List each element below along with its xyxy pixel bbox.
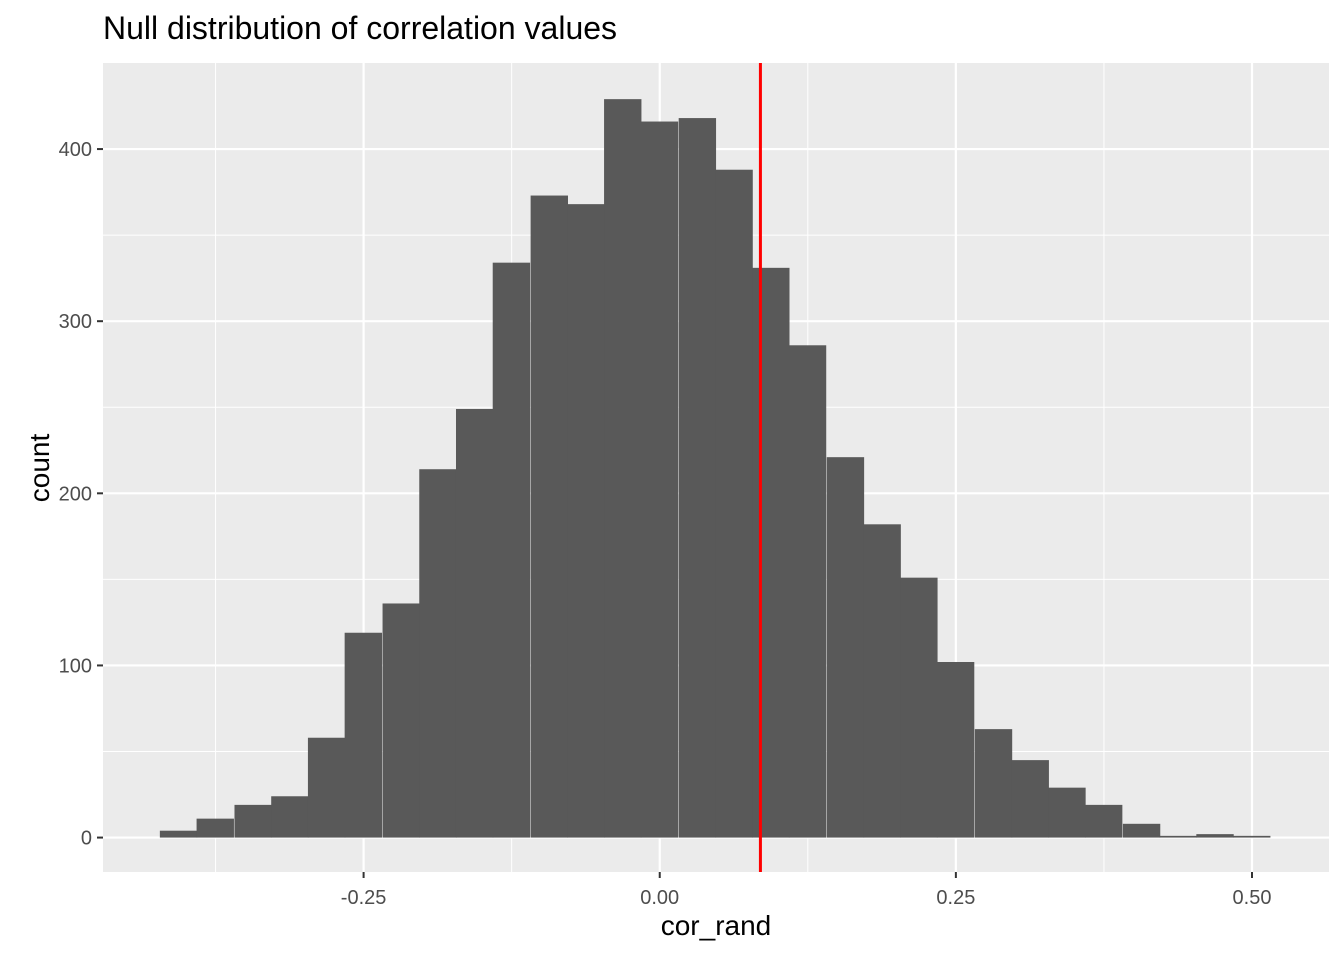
histogram-bar bbox=[382, 603, 420, 838]
y-axis: 0 100 200 300 400 bbox=[59, 139, 103, 850]
x-axis-label: cor_rand bbox=[660, 910, 772, 941]
histogram-bar bbox=[936, 662, 975, 838]
histogram-bar bbox=[1233, 835, 1271, 838]
histogram-bar bbox=[752, 267, 790, 838]
histogram-bar bbox=[1084, 804, 1123, 838]
histogram-bar bbox=[530, 195, 568, 838]
y-tick-label: 300 bbox=[59, 311, 92, 333]
histogram-bars bbox=[159, 99, 1271, 838]
x-tick-label: 0.00 bbox=[640, 887, 679, 909]
histogram-bar bbox=[640, 121, 679, 838]
histogram-bar bbox=[234, 804, 272, 838]
histogram-bar bbox=[1011, 760, 1049, 838]
histogram-bar bbox=[1159, 835, 1197, 838]
chart-title: Null distribution of correlation values bbox=[103, 10, 618, 46]
histogram-bar bbox=[863, 524, 901, 838]
y-tick-label: 100 bbox=[59, 655, 92, 677]
histogram-bar bbox=[900, 577, 938, 838]
histogram-bar bbox=[271, 796, 309, 838]
histogram-bar bbox=[826, 457, 865, 838]
histogram-bar bbox=[344, 632, 383, 838]
y-axis-label: count bbox=[24, 433, 55, 503]
histogram-bar bbox=[567, 204, 605, 838]
histogram-bar bbox=[1196, 834, 1234, 838]
histogram-bar bbox=[1122, 823, 1161, 838]
histogram-bar bbox=[419, 469, 457, 838]
x-tick-label: 0.50 bbox=[1233, 887, 1272, 909]
y-tick-label: 0 bbox=[81, 828, 92, 850]
histogram-bar bbox=[715, 169, 753, 838]
histogram-bar bbox=[788, 345, 827, 838]
x-tick-label: 0.25 bbox=[936, 887, 975, 909]
histogram-bar bbox=[678, 118, 717, 838]
x-axis: -0.25 0.00 0.25 0.50 bbox=[341, 872, 1272, 909]
y-tick-label: 400 bbox=[59, 139, 92, 161]
y-tick-label: 200 bbox=[59, 483, 92, 505]
histogram-bar bbox=[307, 737, 346, 838]
histogram-bar bbox=[604, 99, 642, 838]
histogram-bar bbox=[196, 818, 234, 838]
histogram-bar bbox=[1048, 787, 1086, 838]
histogram-bar bbox=[159, 830, 198, 838]
histogram-bar bbox=[974, 729, 1013, 838]
x-tick-label: -0.25 bbox=[341, 887, 387, 909]
histogram-bar bbox=[492, 262, 531, 838]
histogram-bar bbox=[455, 408, 494, 838]
